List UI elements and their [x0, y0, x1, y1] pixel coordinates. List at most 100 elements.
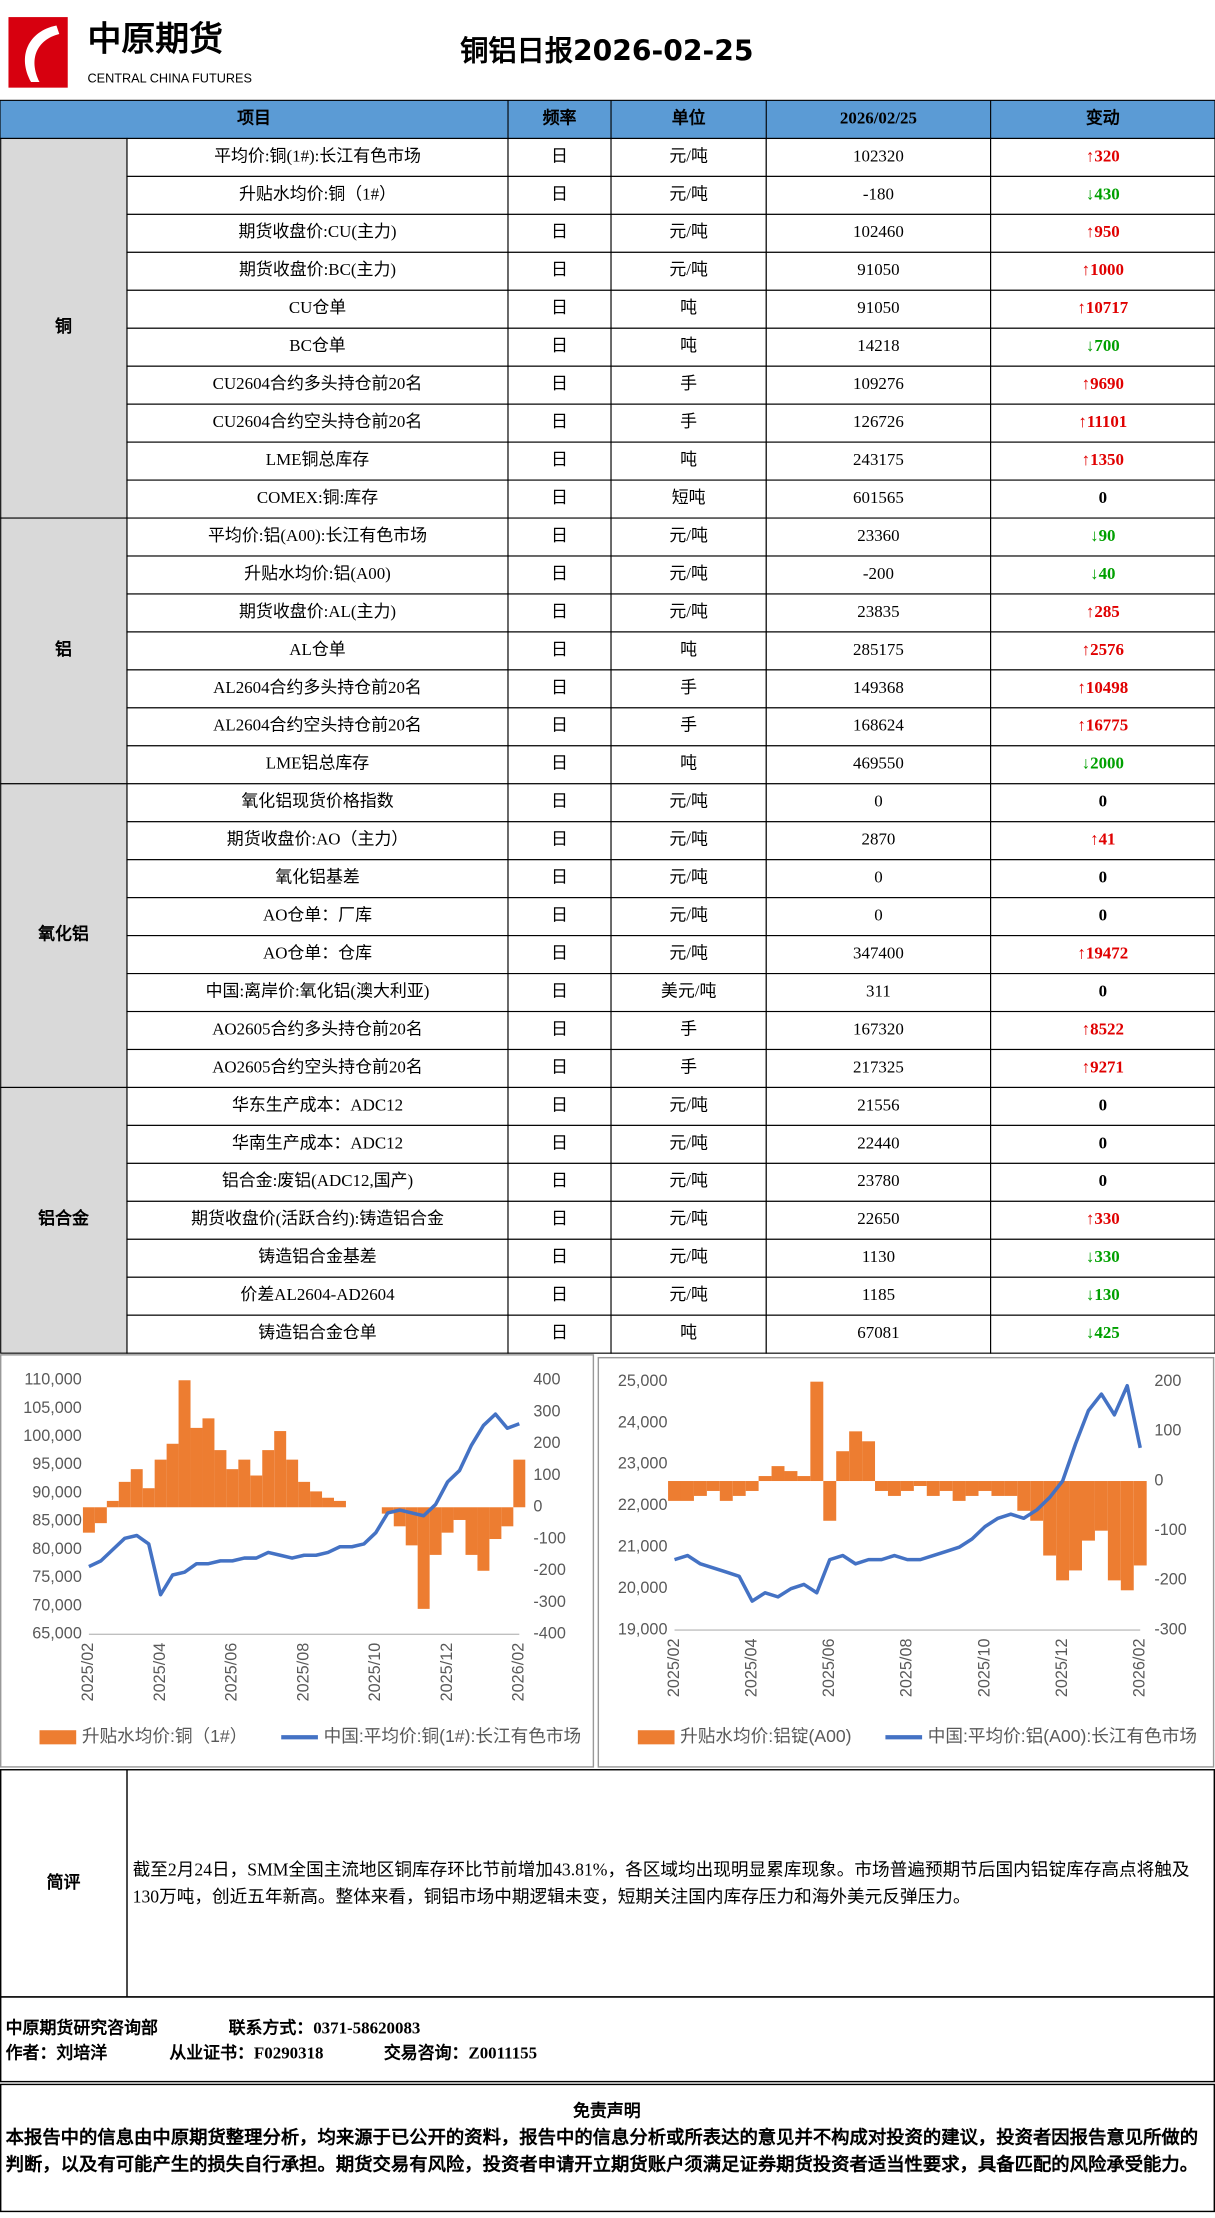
cell: [990, 479, 1215, 519]
cell-text: 日: [551, 1285, 568, 1304]
cell: [990, 1200, 1215, 1240]
bar: [836, 1451, 850, 1482]
cell: [126, 1276, 509, 1316]
disclaimer-box: [0, 2083, 1215, 2213]
cell-text: AO仓单：厂库: [263, 906, 372, 925]
cell-text: 285175: [853, 640, 904, 659]
cell: [765, 1086, 992, 1126]
cell-text: 日: [551, 678, 568, 697]
cell-text: 元/吨: [669, 906, 708, 925]
bar: [118, 1481, 131, 1508]
cell: [610, 783, 767, 823]
cell: [610, 251, 767, 291]
cell-text: AL2604合约多头持仓前20名: [213, 678, 422, 697]
cell-text: 平均价:铝(A00):长江有色市场: [208, 526, 427, 545]
change: ↓130: [1086, 1285, 1120, 1304]
cell-text: 短吨: [672, 488, 706, 507]
cell: [610, 593, 767, 633]
logo-mark: [8, 17, 68, 88]
cell: [507, 1200, 612, 1240]
cell: [990, 517, 1215, 557]
change: ↑1000: [1082, 260, 1124, 279]
bar: [991, 1481, 1005, 1496]
disclaimer-wrap: 本报告中的信息由中原期货整理分析，均来源于已公开的资料，报告中的信息分析或所表达…: [5, 2126, 1199, 2175]
cell: [126, 517, 509, 557]
cell: [990, 1124, 1215, 1164]
y-tick-label: 21,000: [618, 1538, 668, 1556]
cell-text: CU2604合约空头持仓前20名: [213, 412, 423, 431]
y2-tick-label: 0: [1154, 1471, 1163, 1489]
bar: [142, 1488, 155, 1508]
cell-text: 日: [551, 1057, 568, 1076]
cell: [765, 1048, 992, 1089]
cell-text: 元/吨: [669, 146, 708, 165]
cell: [990, 1010, 1215, 1051]
cell-text: 氧化铝基差: [275, 868, 360, 887]
y-tick-label: 19,000: [618, 1620, 668, 1638]
cell: [765, 783, 992, 823]
bar: [274, 1431, 287, 1508]
cell-text: 元/吨: [669, 222, 708, 241]
cell: [990, 593, 1215, 633]
cell-text: 243175: [853, 450, 904, 469]
cell: [765, 821, 992, 861]
cell-text: 吨: [680, 336, 697, 355]
logo-cn: 中原期货: [87, 20, 222, 58]
cell: [610, 1048, 767, 1089]
cell-text: 华东生产成本：ADC12: [232, 1095, 403, 1114]
change: 0: [1099, 792, 1107, 811]
section-cell: [0, 137, 128, 519]
cell: [765, 289, 992, 329]
logo-swoosh: [24, 25, 60, 83]
cell: [126, 1010, 509, 1051]
bar: [939, 1481, 953, 1491]
bar: [154, 1459, 167, 1508]
bar: [680, 1481, 694, 1501]
cell: [765, 1276, 992, 1316]
cell: [507, 251, 612, 291]
x-tick-label: 2025/10: [366, 1643, 384, 1702]
cell-text: AL2604合约空头持仓前20名: [213, 716, 422, 735]
cell-text: 元/吨: [669, 1095, 708, 1114]
y2-tick-label: 100: [533, 1466, 560, 1484]
cell-text: 601565: [853, 488, 904, 507]
cell-text: 期货收盘价(活跃合约):铸造铝合金: [191, 1209, 444, 1228]
cell-text: LME铜总库存: [266, 450, 369, 469]
bar: [732, 1481, 746, 1496]
cell-text: 手: [680, 412, 697, 431]
cell-text: 日: [551, 943, 568, 962]
logo-en: CENTRAL CHINA FUTURES: [87, 72, 251, 86]
cell-text: 67081: [857, 1323, 899, 1342]
y2-tick-label: 200: [1154, 1372, 1181, 1390]
disclaimer-text: 本报告中的信息由中原期货整理分析，均来源于已公开的资料，报告中的信息分析或所表达…: [5, 2126, 1199, 2175]
cell: [507, 1048, 612, 1089]
header-row: [0, 99, 1215, 140]
cell-text: LME铝总库存: [266, 754, 369, 773]
x-tick-label: 2026/02: [1130, 1639, 1148, 1698]
cell-text: 元/吨: [669, 943, 708, 962]
cell-text: 华南生产成本：ADC12: [232, 1133, 403, 1152]
cell-text: 吨: [680, 754, 697, 773]
change: ↑285: [1086, 602, 1120, 621]
cell: [990, 669, 1215, 709]
legend-swatch: [637, 1730, 675, 1745]
y-tick-label: 110,000: [24, 1371, 81, 1389]
cell: [990, 859, 1215, 899]
y-tick-label: 100,000: [23, 1427, 82, 1445]
cell-text: 日: [551, 1133, 568, 1152]
cell: [765, 441, 992, 481]
line: [88, 1412, 520, 1597]
bar: [393, 1507, 406, 1527]
cell-text: 23835: [857, 602, 899, 621]
cell-text: 日: [551, 146, 568, 165]
cell-text: 手: [680, 716, 697, 735]
y2-tick-label: 200: [533, 1434, 560, 1452]
cell: [507, 745, 612, 785]
cell: [610, 1238, 767, 1278]
cell-text: 日: [551, 1019, 568, 1038]
cell: [126, 973, 509, 1013]
cell-text: 平均价:铜(1#):长江有色市场: [214, 146, 421, 165]
cell-text: CU2604合约多头持仓前20名: [213, 374, 423, 393]
bar: [823, 1481, 837, 1521]
